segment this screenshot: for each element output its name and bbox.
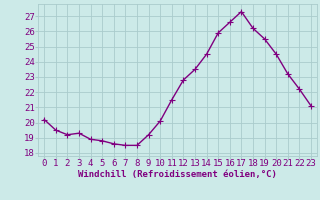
X-axis label: Windchill (Refroidissement éolien,°C): Windchill (Refroidissement éolien,°C) (78, 170, 277, 179)
